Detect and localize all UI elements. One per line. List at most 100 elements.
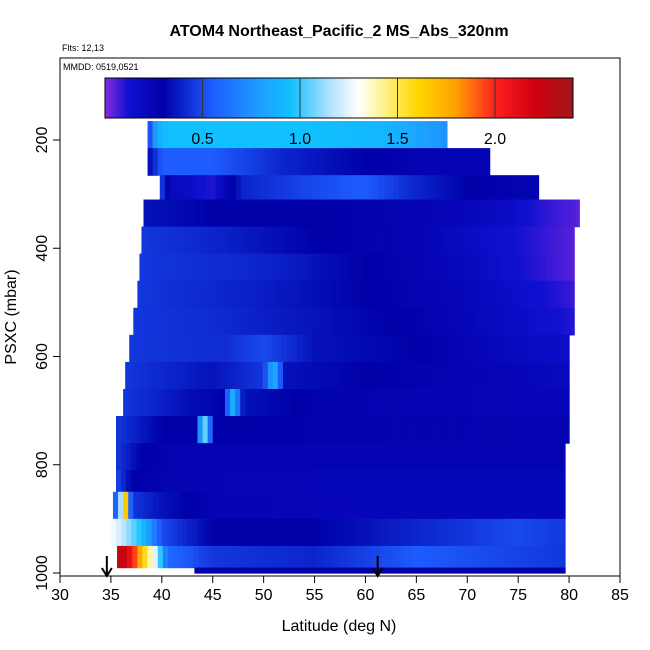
heatmap-cell xyxy=(231,334,237,363)
heatmap-cell xyxy=(238,518,244,547)
heatmap-cell xyxy=(297,253,303,282)
heatmap-cell xyxy=(571,199,577,228)
heatmap-cell xyxy=(215,334,222,363)
heatmap-cell xyxy=(273,518,280,547)
heatmap-cell xyxy=(230,491,236,520)
heatmap-cell xyxy=(423,199,430,228)
heatmap-cell xyxy=(219,491,226,520)
heatmap-cell xyxy=(558,470,565,493)
heatmap-cell xyxy=(268,443,275,471)
heatmap-cell xyxy=(185,175,191,201)
heatmap-cell xyxy=(562,361,569,390)
heatmap-cell xyxy=(188,121,194,149)
heatmap-cell xyxy=(302,175,309,201)
heatmap-cell xyxy=(123,491,129,520)
heatmap-cell xyxy=(222,470,229,493)
heatmap-cell xyxy=(275,491,282,520)
heatmap-cell xyxy=(158,307,165,336)
heatmap-cell xyxy=(342,199,348,228)
heatmap-cell xyxy=(285,280,291,309)
heatmap-cell xyxy=(205,253,212,282)
heatmap-cell xyxy=(467,416,473,444)
heatmap-cell xyxy=(549,280,556,309)
date-label: MMDD: 0519,0521 xyxy=(63,62,139,72)
heatmap-cell xyxy=(321,491,328,520)
heatmap-cell xyxy=(482,416,489,444)
heatmap-cell xyxy=(340,470,346,493)
heatmap-cell xyxy=(487,518,494,547)
heatmap-cell xyxy=(301,491,307,520)
heatmap-cell xyxy=(427,545,434,569)
heatmap-cell xyxy=(494,199,501,228)
heatmap-cell xyxy=(140,361,147,390)
heatmap-cell xyxy=(415,361,422,390)
heatmap-cell xyxy=(449,175,456,201)
heatmap-cell xyxy=(127,545,133,569)
x-tick-label: 45 xyxy=(204,587,222,604)
heatmap-cell xyxy=(448,307,455,336)
heatmap-cell xyxy=(464,388,470,417)
heatmap-cell xyxy=(131,518,137,547)
heatmap-cell xyxy=(456,361,462,390)
heatmap-cell xyxy=(335,121,342,149)
heatmap-cell xyxy=(411,443,417,471)
heatmap-cell xyxy=(141,518,148,547)
heatmap-cell xyxy=(406,443,412,471)
heatmap-cell xyxy=(329,443,336,471)
heatmap-cell xyxy=(167,280,174,309)
x-tick-label: 65 xyxy=(407,587,425,604)
heatmap-cell xyxy=(555,199,562,228)
heatmap-cell xyxy=(138,307,145,336)
heatmap-cell xyxy=(197,416,204,444)
heatmap-cell xyxy=(270,199,277,228)
heatmap-cell xyxy=(407,121,413,149)
heatmap-cell xyxy=(355,443,361,471)
heatmap-cell xyxy=(442,121,448,149)
heatmap-cell xyxy=(177,470,183,493)
heatmap-cell xyxy=(559,280,566,309)
heatmap-cell xyxy=(387,491,394,520)
heatmap-cell xyxy=(551,253,558,282)
heatmap-cell xyxy=(118,491,124,520)
heatmap-cell xyxy=(342,388,348,417)
heatmap-cell xyxy=(412,148,418,176)
heatmap-cell xyxy=(240,388,246,417)
heatmap-cell xyxy=(162,148,169,176)
heatmap-cell xyxy=(539,545,546,569)
heatmap-cell xyxy=(462,416,468,444)
heatmap-cell xyxy=(349,361,355,390)
heatmap-cell xyxy=(361,121,368,149)
heatmap-cell xyxy=(295,545,301,569)
heatmap-cell xyxy=(471,361,478,390)
heatmap-cell xyxy=(366,148,373,176)
heatmap-cell xyxy=(360,416,367,444)
heatmap-cell xyxy=(217,416,224,444)
heatmap-cell xyxy=(438,567,445,574)
heatmap-cell xyxy=(310,148,317,176)
heatmap-cell xyxy=(178,121,184,149)
heatmap-cell xyxy=(179,199,185,228)
heatmap-cell xyxy=(230,388,236,417)
heatmap-cell xyxy=(286,491,292,520)
heatmap-cell xyxy=(565,280,571,309)
heatmap-cell xyxy=(229,545,235,569)
heatmap-cell xyxy=(478,545,485,569)
heatmap-cell xyxy=(284,518,290,547)
heatmap-cell xyxy=(392,199,399,228)
heatmap-cell xyxy=(136,416,143,444)
heatmap-cell xyxy=(400,361,406,390)
heatmap-cell xyxy=(222,443,229,471)
heatmap-cell xyxy=(513,416,519,444)
heatmap-cell xyxy=(465,253,471,282)
heatmap-cell xyxy=(431,470,438,493)
heatmap-cell xyxy=(295,280,301,309)
heatmap-cell xyxy=(436,443,443,471)
heatmap-cell xyxy=(373,334,380,363)
heatmap-cell xyxy=(429,175,436,201)
heatmap-cell xyxy=(291,307,297,336)
heatmap-cell xyxy=(300,545,306,569)
heatmap-cell xyxy=(411,470,417,493)
heatmap-cell xyxy=(489,491,496,520)
heatmap-cell xyxy=(550,307,557,336)
heatmap-cell xyxy=(329,226,336,255)
